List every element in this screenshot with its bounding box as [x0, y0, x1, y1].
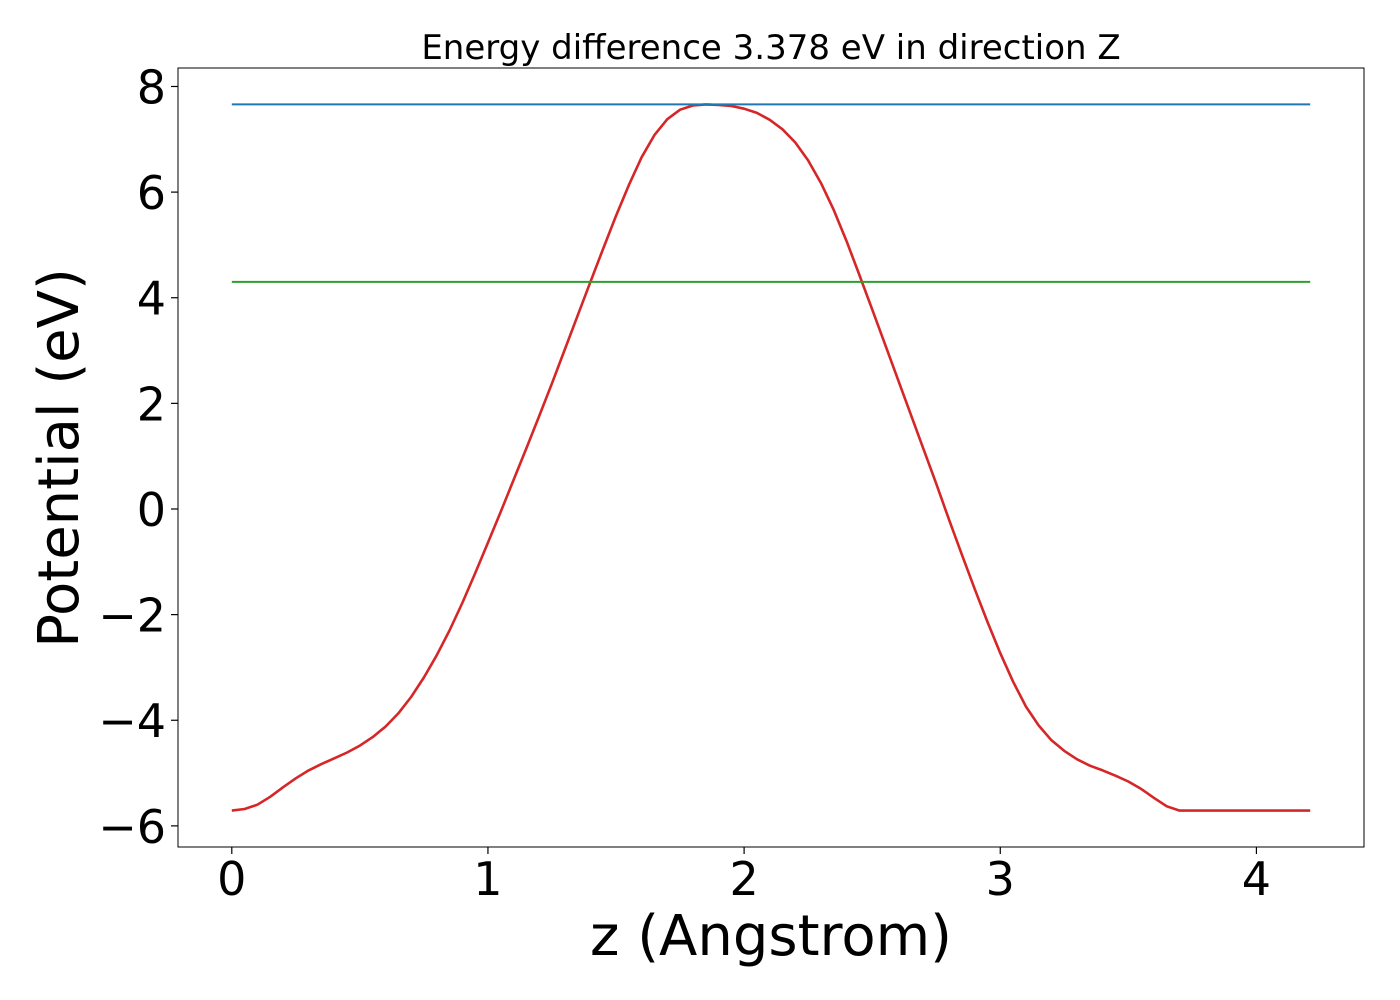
series-line-0 — [231, 103, 1311, 812]
x-tick-label: 2 — [729, 852, 758, 906]
x-tick-label: 0 — [217, 852, 246, 906]
axes-frame — [177, 67, 1365, 848]
y-tick-label: 6 — [137, 166, 166, 220]
x-axis-ticks: 0 1 2 3 4 — [217, 847, 1271, 906]
y-tick-label: −6 — [98, 800, 166, 854]
plot-area — [177, 67, 1365, 848]
y-tick-label: 8 — [137, 60, 166, 114]
y-axis-label: Potential (eV) — [27, 268, 92, 648]
x-tick-label: 3 — [986, 852, 1015, 906]
y-tick-label: −2 — [98, 589, 166, 643]
x-tick-label: 1 — [473, 852, 502, 906]
y-tick-label: 0 — [137, 483, 166, 537]
x-tick-label: 4 — [1242, 852, 1271, 906]
chart-title: Energy difference 3.378 eV in direction … — [421, 28, 1120, 68]
x-axis-label: z (Angstrom) — [590, 904, 952, 969]
y-axis-ticks: −6 −4 −2 0 2 4 6 8 — [98, 60, 178, 854]
y-tick-label: 4 — [137, 272, 166, 326]
y-tick-label: 2 — [137, 377, 166, 431]
y-tick-label: −4 — [98, 694, 166, 748]
